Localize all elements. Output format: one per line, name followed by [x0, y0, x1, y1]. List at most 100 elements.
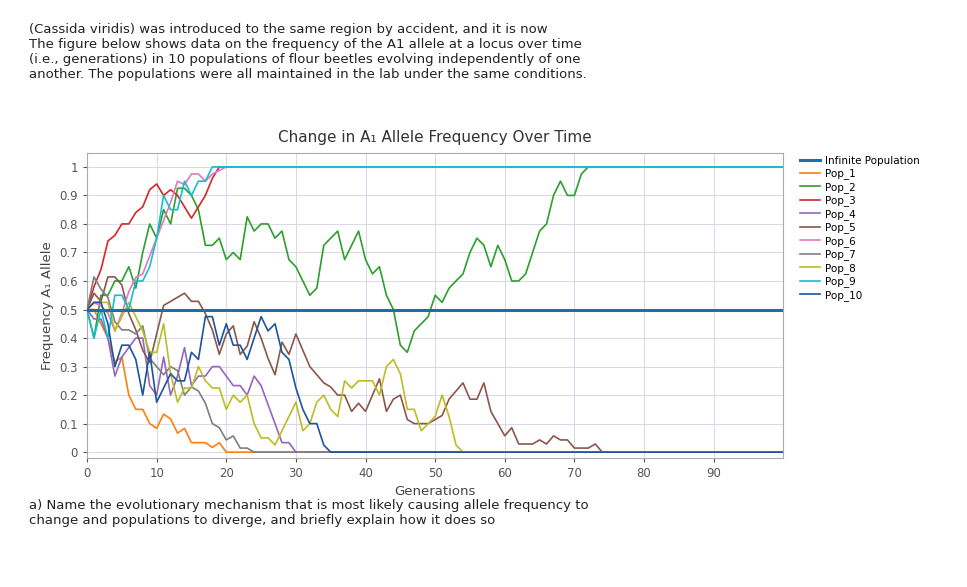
Pop_5 [262, 355, 274, 362]
Pop_10 [416, 448, 427, 456]
Pop_10 [617, 448, 629, 456]
Pop_1 [777, 448, 789, 456]
Pop_2 [777, 163, 789, 170]
Legend: Infinite Population, Pop_1, Pop_2, Pop_3, Pop_4, Pop_5, Pop_6, Pop_7, Pop_8, Pop: Infinite Population, Pop_1, Pop_2, Pop_3… [796, 151, 923, 305]
Pop_6 [220, 163, 232, 170]
Pop_3 [130, 209, 141, 216]
Pop_3 [506, 163, 517, 170]
Infinite Population [603, 306, 615, 313]
Line: Pop_5: Pop_5 [87, 277, 783, 452]
Pop_4 [506, 448, 517, 456]
Y-axis label: Frequency A₁ Allele: Frequency A₁ Allele [41, 241, 54, 370]
Infinite Population [255, 306, 267, 313]
Pop_2 [255, 220, 267, 227]
Pop_2 [130, 285, 141, 292]
Pop_10 [81, 306, 93, 313]
Pop_10 [513, 448, 524, 456]
Pop_6 [416, 163, 427, 170]
Pop_5 [597, 448, 608, 456]
Line: Pop_10: Pop_10 [87, 302, 783, 452]
Pop_2 [408, 328, 420, 335]
Pop_6 [137, 271, 149, 278]
Pop_7 [88, 274, 100, 281]
Line: Pop_2: Pop_2 [87, 167, 783, 352]
Pop_3 [262, 163, 274, 170]
Pop_5 [617, 448, 629, 456]
Line: Pop_7: Pop_7 [87, 277, 783, 452]
Line: Pop_3: Pop_3 [87, 167, 783, 309]
Pop_6 [582, 163, 594, 170]
Pop_4 [777, 448, 789, 456]
Pop_2 [401, 349, 413, 356]
Line: Pop_6: Pop_6 [87, 167, 783, 331]
Pop_10 [262, 328, 274, 335]
Pop_9 [269, 163, 280, 170]
Pop_9 [137, 278, 149, 285]
Pop_6 [269, 163, 280, 170]
Pop_8 [137, 328, 149, 335]
Pop_7 [137, 322, 149, 329]
Title: Change in A₁ Allele Frequency Over Time: Change in A₁ Allele Frequency Over Time [278, 130, 592, 144]
Pop_1 [220, 448, 232, 456]
Pop_5 [408, 420, 420, 427]
Pop_8 [262, 434, 274, 441]
Pop_6 [777, 163, 789, 170]
Pop_7 [416, 448, 427, 456]
Pop_5 [103, 274, 114, 281]
Pop_10 [325, 448, 337, 456]
Pop_3 [214, 163, 225, 170]
Pop_1 [610, 448, 622, 456]
Pop_10 [137, 392, 149, 399]
Pop_9 [88, 335, 100, 342]
Pop_4 [81, 306, 93, 313]
Text: a) Name the evolutionary mechanism that is most likely causing allele frequency : a) Name the evolutionary mechanism that … [29, 499, 589, 527]
Pop_10 [582, 448, 594, 456]
Line: Pop_1: Pop_1 [87, 309, 783, 452]
Pop_5 [777, 448, 789, 456]
Pop_6 [81, 306, 93, 313]
Pop_7 [249, 448, 260, 456]
Line: Pop_8: Pop_8 [87, 302, 783, 452]
Pop_3 [81, 306, 93, 313]
Pop_7 [582, 448, 594, 456]
Pop_2 [582, 163, 594, 170]
Pop_4 [610, 448, 622, 456]
Pop_3 [777, 163, 789, 170]
Pop_8 [88, 299, 100, 306]
Infinite Population [499, 306, 511, 313]
Pop_2 [506, 278, 517, 285]
Pop_7 [777, 448, 789, 456]
Pop_1 [506, 448, 517, 456]
Pop_4 [130, 335, 141, 342]
Pop_1 [262, 448, 274, 456]
Pop_1 [575, 448, 587, 456]
Pop_7 [513, 448, 524, 456]
Pop_9 [416, 163, 427, 170]
Line: Pop_4: Pop_4 [87, 309, 783, 452]
X-axis label: Generations: Generations [395, 485, 476, 498]
Pop_9 [513, 163, 524, 170]
Pop_4 [408, 448, 420, 456]
Pop_8 [408, 406, 420, 413]
Infinite Population [401, 306, 413, 313]
Pop_8 [457, 448, 469, 456]
Pop_10 [88, 299, 100, 306]
Pop_5 [506, 424, 517, 431]
Pop_6 [513, 163, 524, 170]
Pop_8 [582, 448, 594, 456]
Pop_3 [408, 163, 420, 170]
Pop_2 [617, 163, 629, 170]
Pop_7 [81, 306, 93, 313]
Pop_7 [269, 448, 280, 456]
Pop_6 [109, 328, 121, 335]
Pop_1 [130, 406, 141, 413]
Pop_5 [81, 306, 93, 313]
Line: Pop_9: Pop_9 [87, 167, 783, 338]
Pop_4 [255, 382, 267, 389]
Infinite Population [81, 306, 93, 313]
Text: (Cassida viridis) was introduced to the same region by accident, and it is now
T: (Cassida viridis) was introduced to the … [29, 23, 587, 82]
Pop_2 [575, 170, 587, 177]
Pop_5 [575, 444, 587, 451]
Pop_1 [408, 448, 420, 456]
Pop_5 [137, 347, 149, 354]
